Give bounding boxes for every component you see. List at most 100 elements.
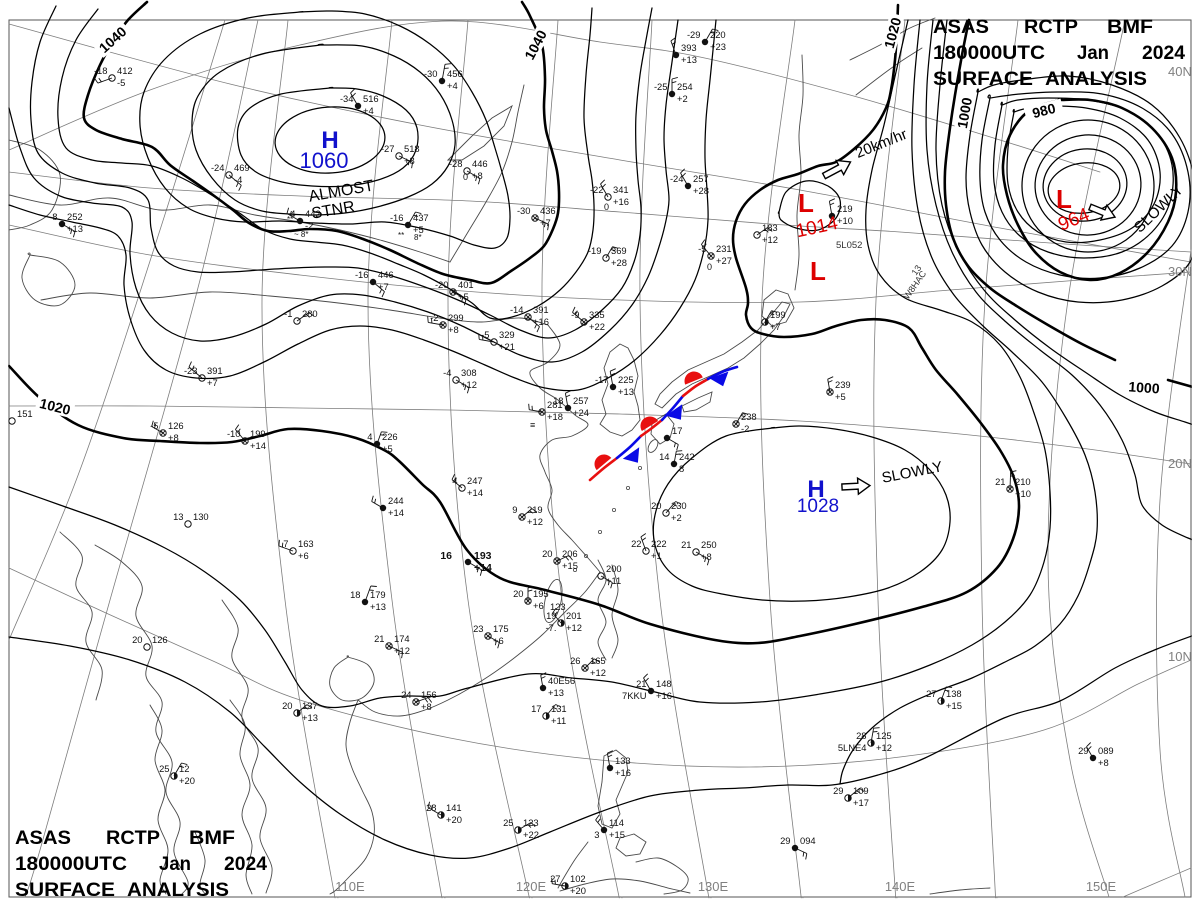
svg-text:ASAS: ASAS bbox=[15, 828, 71, 849]
svg-text:12: 12 bbox=[179, 763, 189, 774]
svg-text:+8: +8 bbox=[448, 324, 459, 335]
svg-text:14: 14 bbox=[659, 451, 669, 462]
svg-text:226: 226 bbox=[382, 431, 398, 442]
svg-text:+15: +15 bbox=[609, 829, 625, 840]
svg-text:25: 25 bbox=[159, 763, 169, 774]
svg-text:Jan: Jan bbox=[159, 854, 191, 875]
svg-text:+10: +10 bbox=[1015, 488, 1031, 499]
svg-text:10N: 10N bbox=[1168, 649, 1192, 664]
svg-text:163: 163 bbox=[298, 538, 314, 549]
svg-text:239: 239 bbox=[835, 379, 851, 390]
svg-text:+12: +12 bbox=[762, 234, 778, 245]
svg-text:244: 244 bbox=[388, 495, 404, 506]
svg-text:7: 7 bbox=[283, 538, 288, 549]
svg-text:+17: +17 bbox=[853, 797, 869, 808]
svg-text:110E: 110E bbox=[335, 879, 365, 894]
svg-text:+4: +4 bbox=[447, 80, 458, 91]
svg-text:+14: +14 bbox=[388, 507, 404, 518]
svg-text:+6: +6 bbox=[493, 635, 504, 646]
svg-text:H: H bbox=[321, 127, 338, 154]
svg-text:+5: +5 bbox=[458, 291, 469, 302]
svg-text:-5: -5 bbox=[481, 329, 489, 340]
svg-text:-29: -29 bbox=[687, 29, 701, 40]
svg-text:393: 393 bbox=[681, 42, 697, 53]
svg-text:+22: +22 bbox=[589, 321, 605, 332]
svg-text:+20: +20 bbox=[570, 885, 586, 896]
svg-text:+28: +28 bbox=[611, 257, 627, 268]
svg-text:138: 138 bbox=[946, 688, 962, 699]
svg-text:257: 257 bbox=[693, 173, 709, 184]
svg-text:ANALYSIS: ANALYSIS bbox=[127, 880, 229, 901]
svg-text:436: 436 bbox=[540, 205, 556, 216]
svg-text:114: 114 bbox=[609, 817, 624, 828]
svg-text:RCTP: RCTP bbox=[1024, 17, 1078, 38]
svg-text:206: 206 bbox=[562, 548, 578, 559]
svg-text:≡: ≡ bbox=[530, 420, 535, 430]
svg-text:469: 469 bbox=[234, 162, 250, 173]
svg-text:109: 109 bbox=[853, 785, 869, 796]
svg-text:21: 21 bbox=[374, 633, 384, 644]
svg-text:137: 137 bbox=[302, 700, 318, 711]
svg-text:242: 242 bbox=[679, 451, 695, 462]
svg-text:4: 4 bbox=[290, 208, 295, 219]
svg-text:+15: +15 bbox=[946, 700, 962, 711]
svg-text:-5: -5 bbox=[698, 243, 706, 254]
svg-text:BMF: BMF bbox=[1107, 17, 1153, 38]
svg-text:442: 442 bbox=[305, 208, 321, 219]
svg-text:089: 089 bbox=[1098, 745, 1114, 756]
svg-text:225: 225 bbox=[618, 374, 634, 385]
svg-text:156: 156 bbox=[421, 689, 437, 700]
svg-text:+16: +16 bbox=[615, 767, 631, 778]
svg-text:130: 130 bbox=[193, 511, 209, 522]
svg-text:28: 28 bbox=[856, 730, 866, 741]
svg-text:+18: +18 bbox=[547, 411, 563, 422]
svg-text:20: 20 bbox=[513, 588, 523, 599]
svg-text:+12: +12 bbox=[876, 742, 892, 753]
svg-text:+24: +24 bbox=[573, 407, 589, 418]
svg-text:-1: -1 bbox=[284, 308, 292, 319]
svg-text:-34: -34 bbox=[340, 93, 354, 104]
svg-text:220: 220 bbox=[710, 29, 726, 40]
svg-text:20: 20 bbox=[282, 700, 292, 711]
svg-text:-5: -5 bbox=[117, 77, 125, 88]
svg-text:-2: -2 bbox=[741, 423, 749, 434]
svg-text:150E: 150E bbox=[1086, 879, 1117, 894]
svg-text:L: L bbox=[810, 256, 826, 286]
svg-text:17: 17 bbox=[672, 425, 682, 436]
svg-text:20: 20 bbox=[542, 548, 552, 559]
svg-text:1020: 1020 bbox=[881, 16, 905, 50]
svg-text:21: 21 bbox=[995, 476, 1005, 487]
svg-text:-24: -24 bbox=[211, 162, 225, 173]
svg-text:2024: 2024 bbox=[1142, 43, 1185, 64]
svg-text:130E: 130E bbox=[698, 879, 729, 894]
svg-text:+15: +15 bbox=[562, 560, 578, 571]
svg-text:+13: +13 bbox=[681, 54, 697, 65]
svg-text:175: 175 bbox=[493, 623, 509, 634]
svg-text:254: 254 bbox=[677, 81, 693, 92]
svg-text:-5: -5 bbox=[150, 420, 158, 431]
svg-text:-14: -14 bbox=[510, 304, 524, 315]
svg-text:+16: +16 bbox=[656, 690, 672, 701]
svg-text:30N: 30N bbox=[1168, 264, 1192, 279]
svg-text:Jan: Jan bbox=[1077, 43, 1109, 64]
svg-text:17: 17 bbox=[531, 703, 541, 714]
svg-text:26: 26 bbox=[570, 655, 580, 666]
svg-text:-25: -25 bbox=[654, 81, 668, 92]
svg-text:22: 22 bbox=[631, 538, 641, 549]
svg-text:8*: 8* bbox=[414, 233, 422, 242]
svg-text:-2: -2 bbox=[430, 312, 438, 323]
svg-text:199: 199 bbox=[250, 428, 266, 439]
svg-text:123: 123 bbox=[523, 817, 539, 828]
svg-text:131: 131 bbox=[551, 703, 567, 714]
svg-text:+8: +8 bbox=[168, 432, 179, 443]
svg-text:BMF: BMF bbox=[189, 828, 235, 849]
svg-text:20N: 20N bbox=[1168, 456, 1192, 471]
svg-text:252: 252 bbox=[67, 211, 83, 222]
svg-text:980: 980 bbox=[1031, 100, 1058, 121]
svg-text:+16: +16 bbox=[613, 196, 629, 207]
svg-text:250: 250 bbox=[701, 539, 717, 550]
svg-text:125: 125 bbox=[876, 730, 892, 741]
svg-text:+13: +13 bbox=[548, 687, 564, 698]
svg-text:+7: +7 bbox=[207, 377, 218, 388]
svg-text:20: 20 bbox=[651, 500, 661, 511]
